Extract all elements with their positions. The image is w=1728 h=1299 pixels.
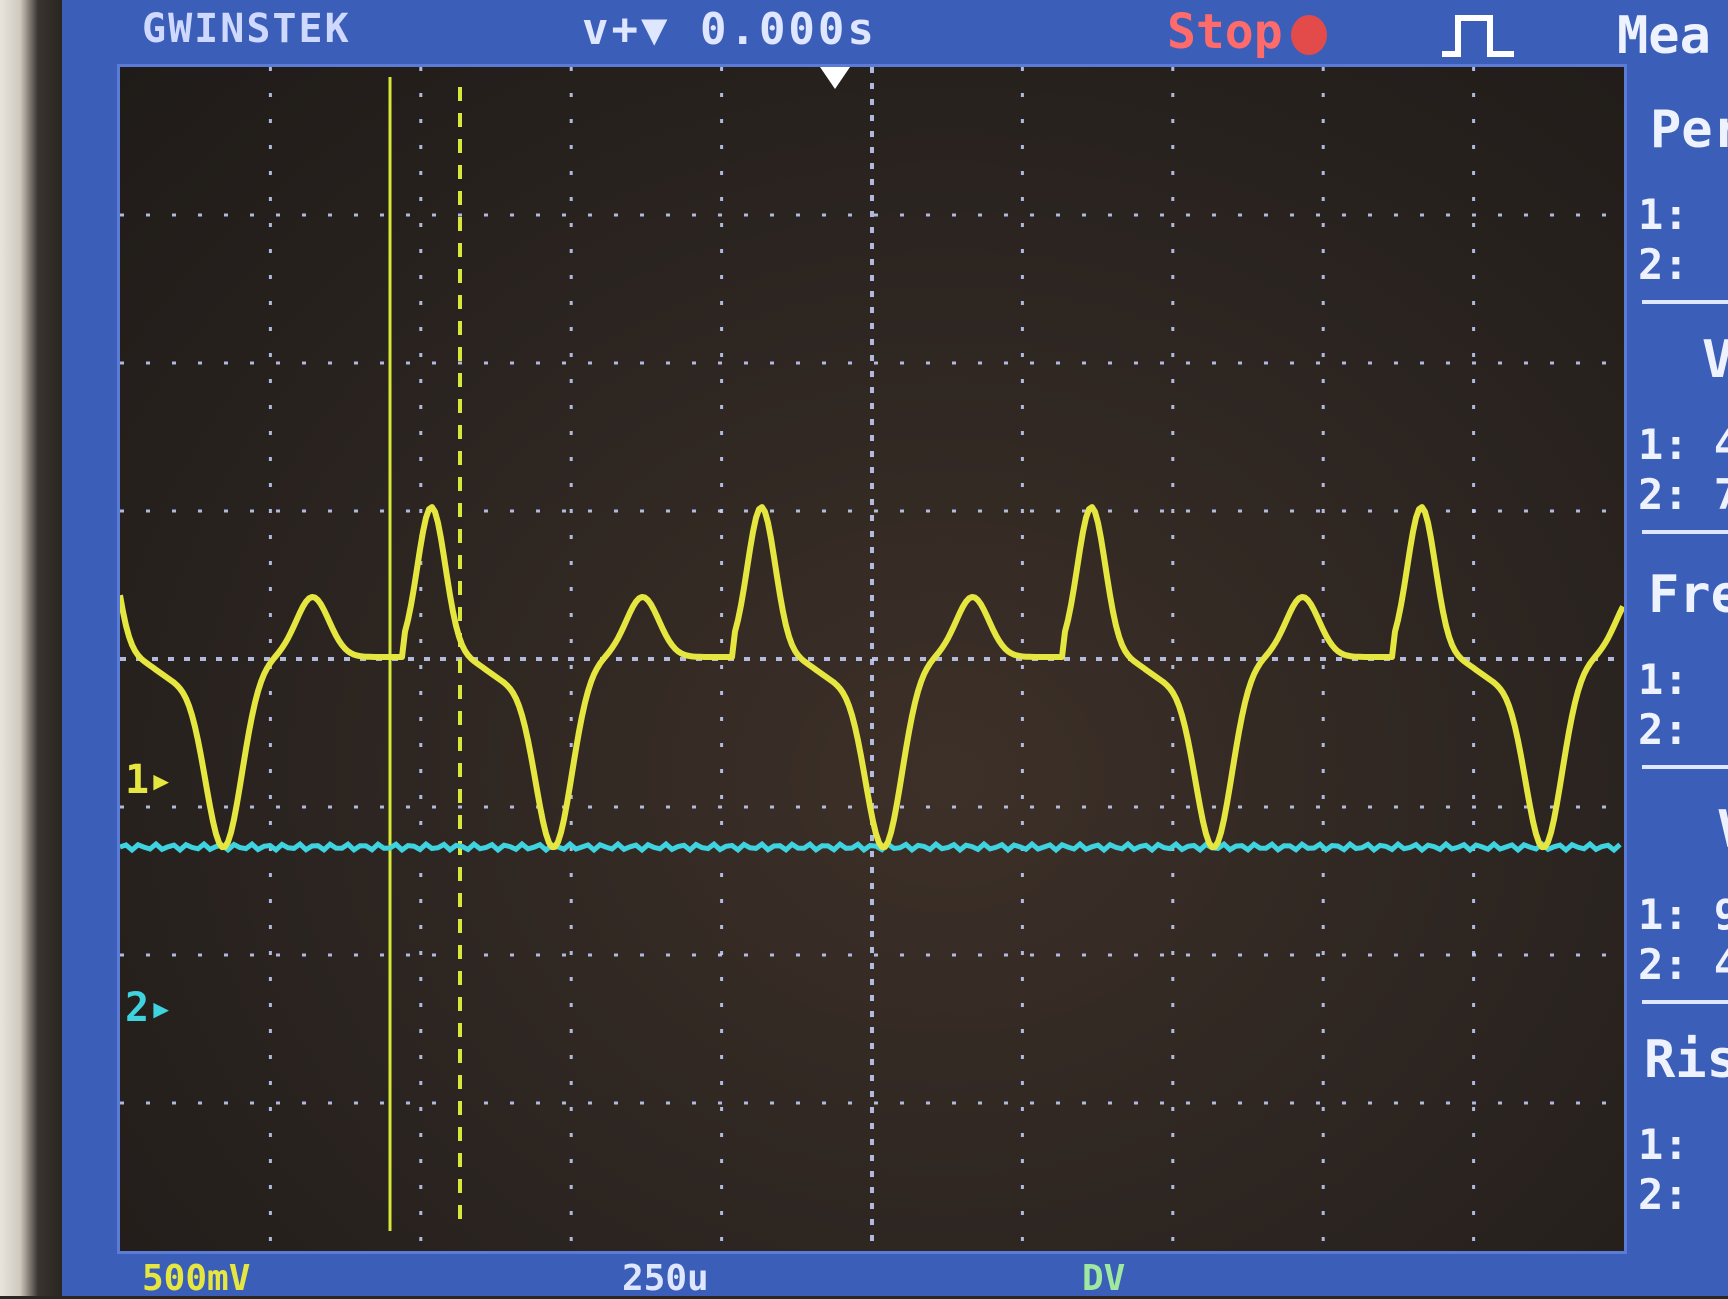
ch1-ground-marker[interactable]: 1▸ (125, 757, 173, 803)
graticule-grid (120, 67, 1624, 1251)
run-state-label: Stop (1167, 4, 1283, 60)
waveform-display: 1▸ 2▸ (117, 64, 1627, 1254)
timebase-readout: 250u (622, 1258, 709, 1299)
meas-period-title[interactable]: Per (1650, 100, 1728, 160)
measure-menu-title[interactable]: Mea (1617, 6, 1711, 66)
ch2-volts-div: DV (1082, 1258, 1125, 1299)
meas-freq-ch2: 2: (1638, 705, 1689, 754)
meas-vpp-ch1: 1: 98 (1638, 890, 1728, 939)
meas-vamp-ch2: 2: 72 (1638, 470, 1728, 519)
meas-divider (1642, 1000, 1728, 1004)
meas-vpp-ch2: 2: 40 (1638, 940, 1728, 989)
stop-indicator-icon (1291, 15, 1327, 55)
meas-rise-title[interactable]: Rise (1644, 1030, 1728, 1090)
meas-freq-title[interactable]: Freq (1648, 565, 1728, 625)
brand-logo: GWINSTEK (142, 6, 351, 52)
run-stop-status[interactable]: Stop (1167, 4, 1327, 60)
oscilloscope-screen: GWINSTEK v+▼ 0.000s Stop Mea 1▸ 2▸ Per 1… (62, 0, 1728, 1296)
ch2-ground-marker[interactable]: 2▸ (125, 985, 173, 1031)
meas-vamp-ch1: 1: 47 (1638, 420, 1728, 469)
meas-rise-ch2: 2: (1638, 1170, 1689, 1219)
meas-period-ch1: 1: (1638, 190, 1689, 239)
measurement-panel: Per 1: 2: Va 1: 47 2: 72 Freq 1: 2: V 1:… (1642, 70, 1728, 1296)
meas-divider (1642, 765, 1728, 769)
trigger-position-readout: v+▼ 0.000s (582, 4, 877, 55)
meas-rise-ch1: 1: (1638, 1120, 1689, 1169)
bottom-status-bar: 500mV 250u DV (62, 1258, 1562, 1296)
ch2-trace (120, 844, 1620, 850)
meas-period-ch2: 2: (1638, 240, 1689, 289)
trigger-edge-icon (1440, 12, 1516, 58)
meas-freq-ch1: 1: (1638, 655, 1689, 704)
ch1-volts-div: 500mV (142, 1258, 250, 1299)
meas-vpp-title[interactable]: V (1717, 800, 1728, 860)
meas-vamp-title[interactable]: Va (1702, 330, 1728, 390)
trigger-position-icon (820, 67, 850, 89)
meas-divider (1642, 530, 1728, 534)
top-status-bar: GWINSTEK v+▼ 0.000s Stop Mea (62, 0, 1728, 62)
meas-divider (1642, 300, 1728, 304)
